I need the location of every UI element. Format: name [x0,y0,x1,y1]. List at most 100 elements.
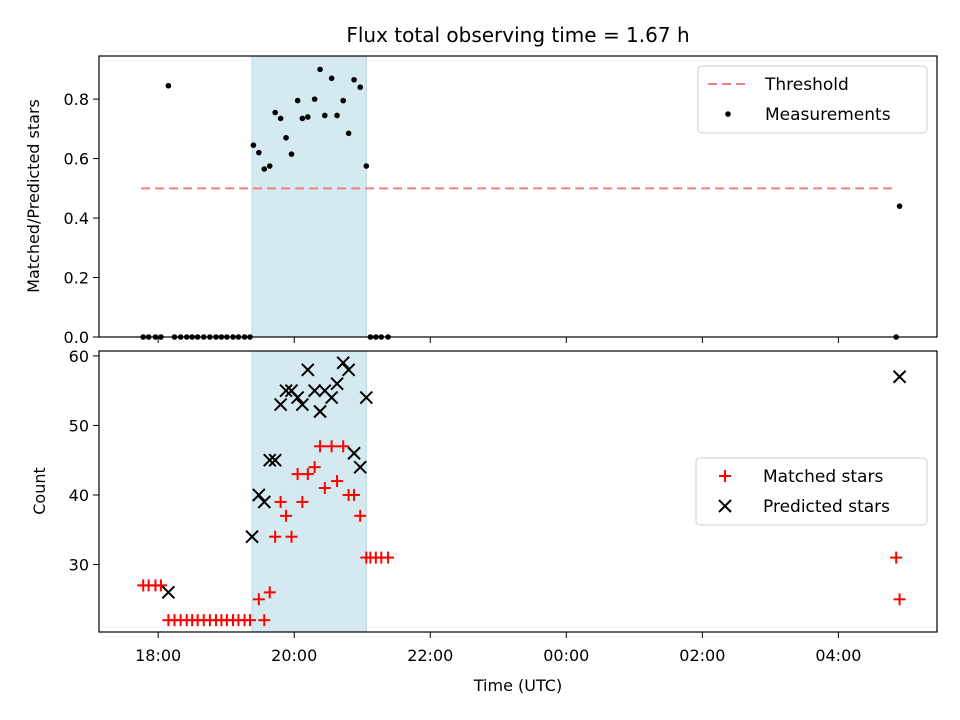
measurement-point [340,97,346,104]
measurement-point [261,166,268,172]
count-legend-box [695,457,928,526]
predicted-star-point [307,383,322,398]
matched-star-point [263,586,276,599]
predicted-star-point [301,363,315,377]
x-tick-label: 04:00 [815,646,861,665]
predicted-legend-marker [718,499,732,513]
measurement-point [896,203,903,209]
x-tick-label: 22:00 [407,646,453,665]
matched-star-point [296,495,309,508]
matched-star-point [382,551,395,564]
predicted-star-point [290,390,305,405]
matched-star-point [314,440,327,453]
ratio-legend: Threshold Measurements [697,65,928,134]
predicted-star-point [252,488,266,502]
measurement-point [351,76,357,83]
predicted-star-point [257,495,271,509]
ratio-shaded-span [251,55,367,338]
measurement-point [266,163,273,169]
count-y-ticks: 30 40 50 60 [69,347,99,575]
matched-star-point [890,551,903,564]
count-points [137,356,907,627]
measurements-legend-label: Measurements [765,105,891,125]
matched-star-point [280,509,293,522]
measurement-point [328,75,335,82]
matched-star-point [893,593,906,606]
measurement-point [363,163,370,169]
predicted-star-point [313,404,327,419]
matched-star-point [325,440,338,453]
measurement-point [299,115,306,122]
count-plot-frame [98,350,938,633]
matched-star-point [252,593,265,606]
matched-star-point [331,475,344,488]
measurement-point [345,130,352,137]
ratio-y-axis-label: Matched/Predicted stars [24,99,43,293]
count-y-tick-label: 50 [69,416,89,435]
x-tick-label: 20:00 [271,646,317,665]
x-tick-label: 00:00 [543,646,589,665]
predicted-star-point [295,397,310,412]
predicted-star-point [359,390,374,405]
x-tick-label: 18:00 [135,646,181,665]
predicted-star-point [341,363,356,377]
matched-star-point [244,614,257,627]
ratio-y-tick-label: 0.8 [64,90,89,109]
ratio-y-tick-label: 0.6 [64,150,89,169]
predicted-star-point [273,397,288,412]
count-x-ticks: 18:00 20:00 22:00 00:00 02:00 04:00 [135,632,861,665]
matched-star-point [154,579,167,592]
matched-star-point [301,468,314,481]
ratio-legend-box [697,65,928,134]
ratio-y-ticks: 0.0 0.2 0.4 0.6 0.8 [64,90,99,347]
measurement-point [256,149,262,156]
ratio-panel: 0.00.20.40.60.8 Matched/Predicted stars … [24,55,938,347]
predicted-legend-label: Predicted stars [763,497,890,517]
chart-title: Flux total observing time = 1.67 h [346,23,689,47]
count-shaded-span [251,350,367,633]
matched-star-point [354,509,367,522]
predicted-star-point [892,370,907,384]
predicted-star-point [353,460,367,474]
measurement-point [311,96,318,102]
measurement-point [294,97,301,104]
x-axis-label: Time (UTC) [473,676,562,695]
measurement-point [250,142,257,149]
measurement-point [165,82,172,89]
predicted-star-point [263,453,277,467]
predicted-star-point [347,446,361,460]
threshold-legend-label: Threshold [764,75,849,95]
ratio-x-ticks [157,337,839,343]
predicted-star-point [268,453,282,467]
predicted-star-point [336,356,350,370]
matched-star-point [308,461,321,474]
matched-star-point [285,530,298,543]
measurements-legend-marker [725,111,731,117]
measurement-point [277,115,284,122]
predicted-star-point [330,376,344,391]
measurement-point [288,151,295,157]
ratio-y-tick-label: 0.2 [64,269,89,288]
measurement-point [272,109,278,116]
predicted-star-point [161,585,176,600]
count-legend: Matched stars Predicted stars [695,457,928,526]
matched-star-point [337,440,350,453]
ratio-y-tick-label: 0.0 [64,328,89,347]
count-y-tick-label: 40 [69,486,89,505]
ratio-plot-frame [98,55,938,338]
matched-star-point [258,614,271,627]
count-y-tick-label: 30 [69,556,89,575]
count-y-axis-label: Count [30,467,49,515]
measurement-point [357,84,363,91]
measurement-point [334,112,340,119]
measurement-point [317,66,323,73]
matched-legend-label: Matched stars [763,467,883,487]
measurement-point [283,134,289,141]
matched-star-point [274,495,287,508]
matched-star-point [318,482,331,495]
predicted-star-point [245,530,259,544]
measurement-point [322,112,328,119]
matched-legend-marker [719,470,731,482]
count-y-tick-label: 60 [69,347,89,366]
